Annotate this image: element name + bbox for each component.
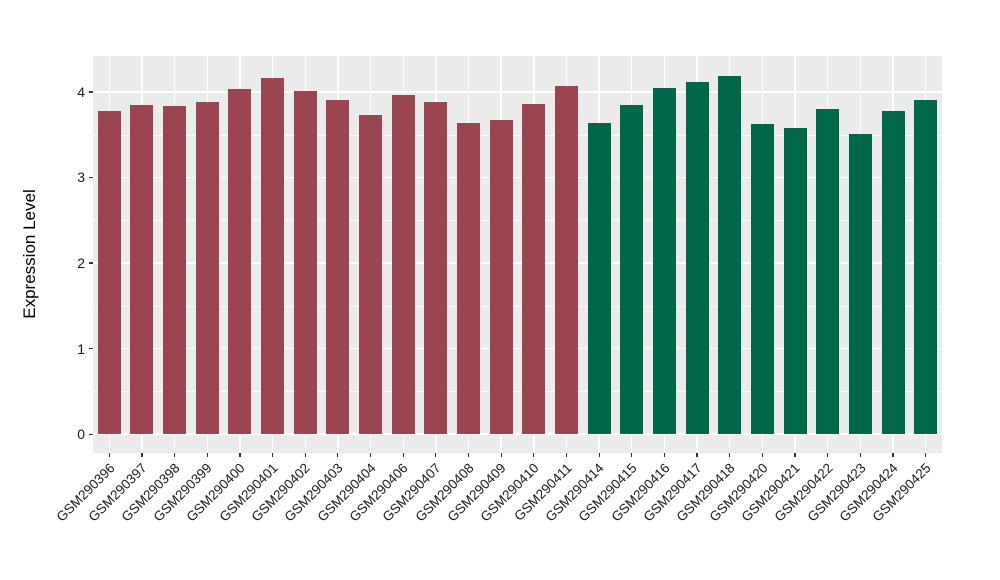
gridline-major-horizontal — [93, 262, 942, 264]
y-tick-label: 1 — [77, 340, 85, 357]
y-tick-label: 3 — [77, 169, 85, 186]
gridline-major-horizontal — [93, 176, 942, 179]
y-tick-mark — [89, 433, 93, 435]
bar-GSM290399 — [195, 102, 219, 435]
x-tick-mark — [729, 453, 731, 457]
x-tick-mark — [827, 453, 829, 457]
bar-GSM290407 — [424, 102, 448, 435]
bar-GSM290425 — [914, 100, 938, 435]
gridline-major-horizontal — [93, 347, 942, 350]
plot-panel — [93, 56, 942, 453]
bar-GSM290403 — [326, 99, 350, 435]
x-tick-mark — [239, 453, 241, 457]
x-tick-mark — [369, 453, 372, 457]
bar-GSM290416 — [652, 87, 676, 435]
x-tick-mark — [174, 453, 176, 457]
x-tick-mark — [533, 453, 535, 457]
gridline-minor-horizontal — [93, 220, 942, 221]
x-tick-mark — [631, 453, 633, 457]
x-tick-mark — [108, 453, 110, 457]
x-tick-mark — [598, 453, 600, 457]
x-tick-mark — [206, 453, 208, 457]
gridline-major-horizontal — [93, 433, 942, 435]
bar-GSM290411 — [554, 85, 578, 435]
bar-GSM290402 — [293, 91, 317, 435]
x-tick-mark — [304, 453, 306, 457]
y-tick-label: 0 — [77, 426, 85, 443]
bar-GSM290404 — [359, 115, 383, 435]
gridline-major-horizontal — [93, 91, 942, 93]
bar-GSM290414 — [587, 122, 611, 435]
x-tick-mark — [859, 453, 861, 457]
x-tick-mark — [696, 453, 698, 457]
bar-GSM290423 — [848, 133, 872, 435]
x-tick-mark — [565, 453, 568, 457]
x-tick-mark — [925, 453, 927, 457]
x-tick-mark — [892, 453, 894, 457]
x-tick-mark — [500, 453, 502, 457]
bar-GSM290408 — [457, 122, 481, 435]
y-tick-label: 4 — [77, 83, 85, 100]
bar-GSM290415 — [620, 104, 644, 435]
x-tick-mark — [663, 453, 666, 457]
x-tick-mark — [337, 453, 339, 457]
bar-GSM290421 — [783, 127, 807, 435]
x-tick-mark — [794, 453, 796, 457]
y-tick-label: 2 — [77, 255, 85, 272]
x-tick-mark — [467, 453, 470, 457]
bar-GSM290401 — [261, 78, 285, 435]
bar-GSM290400 — [228, 89, 252, 435]
bar-GSM290424 — [881, 110, 905, 435]
x-tick-mark — [141, 453, 143, 457]
y-tick-mark — [89, 91, 93, 93]
bar-GSM290418 — [718, 75, 742, 435]
x-tick-mark — [271, 453, 274, 457]
bar-GSM290397 — [130, 104, 154, 435]
bar-GSM290410 — [522, 103, 546, 435]
x-tick-mark — [402, 453, 404, 457]
y-tick-mark — [89, 348, 93, 350]
bar-GSM290398 — [163, 106, 187, 435]
bar-GSM290422 — [816, 109, 840, 435]
bar-GSM290396 — [97, 110, 121, 435]
x-tick-mark — [435, 453, 437, 457]
gridline-minor-horizontal — [93, 391, 942, 393]
bar-GSM290409 — [489, 120, 513, 435]
bar-GSM290420 — [750, 124, 774, 435]
bar-GSM290417 — [685, 81, 709, 435]
y-tick-mark — [89, 262, 93, 264]
gridline-minor-horizontal — [93, 134, 942, 136]
y-tick-mark — [89, 176, 93, 179]
x-tick-mark — [761, 453, 763, 457]
gridline-minor-horizontal — [93, 305, 942, 307]
y-axis-title: Expression Level — [20, 189, 39, 319]
bar-GSM290406 — [391, 94, 415, 435]
